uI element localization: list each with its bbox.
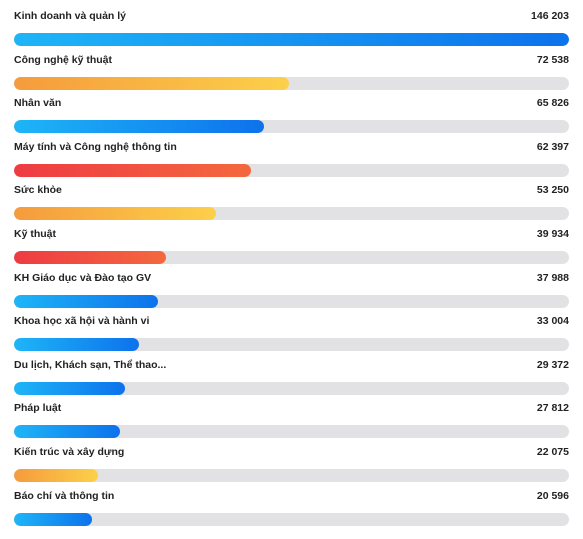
bar-row: Nhân văn 65 826 [14,96,569,136]
bar [14,294,158,308]
category-label: Pháp luật [14,402,62,415]
bar-row: KH Giáo dục và Đào tạo GV 37 988 [14,271,569,311]
value-label: 146 203 [531,10,569,22]
value-label: 65 826 [536,97,569,110]
bar-row: Kinh doanh và quản lý 146 203 [14,9,569,49]
bar-track [14,512,569,526]
bar-track [14,33,569,46]
bar-track [14,294,569,308]
category-label: KH Giáo dục và Đào tạo GV [14,271,152,284]
category-label: Kiến trúc và xây dựng [14,446,125,458]
bar-track [14,338,569,352]
bar [14,425,120,439]
bar-row: Công nghệ kỹ thuật 72 538 [14,53,569,93]
bar-track [14,120,569,134]
value-label: 29 372 [536,358,569,371]
bar-row: Báo chí và thông tin 20 596 [14,489,569,529]
bar-track [14,207,569,221]
category-label: Khoa học xã hội và hành vi [14,315,150,328]
bar [14,120,264,134]
category-label: Báo chí và thông tin [14,489,115,502]
value-label: 22 075 [536,446,569,458]
bar-track [14,425,569,439]
value-label: 53 250 [536,184,569,197]
bar-row: Khoa học xã hội và hành vi 33 004 [14,314,569,354]
bar-track [14,251,569,264]
bar [14,469,98,482]
bar-row: Pháp luật 27 812 [14,401,569,441]
bar-row: Kỹ thuật 39 934 [14,227,569,267]
category-label: Sức khỏe [14,184,62,197]
bar-track [14,163,569,177]
bar [14,338,139,352]
bar [14,381,125,395]
value-label: 33 004 [536,315,569,328]
value-label: 39 934 [536,228,569,240]
bar-row: Du lịch, Khách sạn, Thể thao... 29 372 [14,358,569,398]
category-label: Du lịch, Khách sạn, Thể thao... [14,358,167,371]
bar-track [14,381,569,395]
bar [14,76,289,90]
category-label: Công nghệ kỹ thuật [14,53,112,66]
value-label: 20 596 [536,489,569,502]
category-label: Kinh doanh và quản lý [14,10,127,22]
bar [14,163,251,177]
bar-track [14,76,569,90]
bar [14,33,569,46]
value-label: 72 538 [536,53,569,66]
value-label: 37 988 [536,271,569,284]
category-label: Kỹ thuật [14,228,56,240]
bar [14,207,216,221]
bar [14,512,92,526]
bar-row: Máy tính và Công nghệ thông tin 62 397 [14,140,569,180]
bar-row: Kiến trúc và xây dựng 22 075 [14,445,569,485]
category-label: Nhân văn [14,97,62,110]
value-label: 62 397 [536,140,569,153]
bar-row: Sức khỏe 53 250 [14,183,569,223]
category-label: Máy tính và Công nghệ thông tin [14,140,177,153]
bar [14,251,166,264]
value-label: 27 812 [536,402,569,415]
bar-track [14,469,569,482]
